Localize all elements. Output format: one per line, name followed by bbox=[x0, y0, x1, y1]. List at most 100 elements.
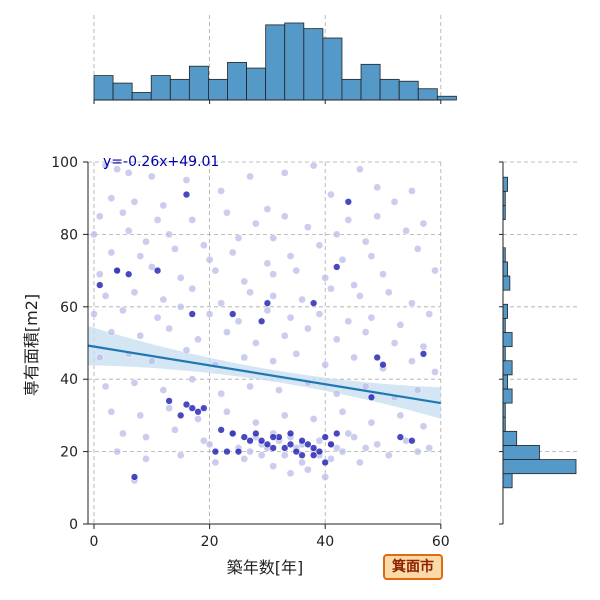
top-hist-bar bbox=[322, 37, 343, 101]
scatter-point bbox=[431, 266, 439, 275]
scatter-point bbox=[165, 324, 173, 333]
scatter-point bbox=[367, 252, 376, 260]
scatter-point bbox=[234, 234, 243, 242]
scatter-point bbox=[101, 292, 110, 300]
scatter-point bbox=[327, 454, 335, 463]
y-tick-label: 20 bbox=[60, 445, 78, 461]
y-tick-label: 100 bbox=[51, 155, 78, 171]
scatter-point bbox=[396, 411, 405, 420]
scatter-point bbox=[419, 342, 428, 351]
scatter-point bbox=[361, 328, 370, 336]
scatter-point bbox=[315, 436, 324, 445]
scatter-point bbox=[182, 346, 191, 355]
scatter-point bbox=[309, 444, 318, 452]
scatter-point bbox=[408, 299, 416, 308]
y-tick-label: 0 bbox=[69, 517, 78, 533]
scatter-point bbox=[263, 205, 272, 213]
scatter-point bbox=[130, 473, 139, 481]
scatter-point bbox=[257, 451, 266, 460]
scatter-point bbox=[194, 415, 202, 423]
scatter-point bbox=[217, 187, 226, 195]
scatter-point bbox=[280, 212, 289, 221]
scatter-point bbox=[95, 212, 104, 221]
right-hist-bar bbox=[502, 360, 513, 376]
scatter-point bbox=[384, 451, 393, 460]
scatter-point bbox=[240, 454, 249, 463]
scatter-point bbox=[147, 357, 156, 365]
scatter-point bbox=[350, 353, 358, 362]
scatter-point bbox=[200, 404, 208, 412]
scatter-point bbox=[107, 194, 116, 203]
scatter-point bbox=[298, 458, 306, 467]
right-hist-bar bbox=[502, 332, 513, 348]
scatter-point bbox=[304, 223, 312, 232]
scatter-point bbox=[367, 393, 376, 401]
scatter-point bbox=[240, 433, 248, 441]
right-hist-bar bbox=[502, 388, 513, 404]
scatter-point bbox=[332, 335, 341, 344]
top-hist-bar bbox=[93, 75, 114, 101]
scatter-point bbox=[246, 447, 254, 456]
scatter-point bbox=[373, 353, 381, 362]
scatter-point bbox=[304, 440, 312, 449]
scatter-point bbox=[309, 161, 318, 170]
scatter-point bbox=[396, 433, 404, 441]
scatter-point bbox=[119, 208, 127, 217]
scatter-point bbox=[419, 422, 428, 431]
scatter-point bbox=[142, 454, 150, 463]
x-tick-label: 20 bbox=[201, 534, 219, 550]
scatter-point bbox=[176, 302, 185, 311]
scatter-point bbox=[119, 429, 127, 438]
x-axis-label: 築年数[年] bbox=[227, 558, 304, 577]
scatter-point bbox=[333, 429, 341, 438]
right-hist-bar bbox=[502, 445, 540, 460]
scatter-point bbox=[344, 216, 353, 224]
scatter-point bbox=[280, 169, 289, 177]
scatter-point bbox=[332, 230, 341, 239]
scatter-point bbox=[147, 172, 156, 181]
scatter-point bbox=[188, 375, 197, 384]
scatter-point bbox=[321, 458, 329, 467]
scatter-point bbox=[125, 270, 133, 278]
scatter-point bbox=[101, 382, 110, 391]
scatter-point bbox=[356, 165, 364, 174]
scatter-point bbox=[309, 451, 318, 459]
scatter-point bbox=[367, 418, 376, 427]
scatter-point bbox=[356, 292, 364, 300]
scatter-point bbox=[269, 433, 277, 441]
scatter-point bbox=[147, 263, 156, 271]
scatter-point bbox=[373, 183, 382, 192]
scatter-point bbox=[107, 328, 116, 336]
scatter-point bbox=[356, 458, 364, 467]
scatter-point bbox=[384, 288, 393, 297]
scatter-point bbox=[95, 353, 104, 362]
scatter-point bbox=[327, 190, 335, 199]
scatter-point bbox=[124, 169, 133, 177]
scatter-point bbox=[251, 418, 260, 427]
scatter-point bbox=[142, 237, 150, 246]
y-tick-label: 60 bbox=[60, 300, 78, 316]
scatter-point bbox=[188, 216, 197, 224]
scatter-point bbox=[136, 411, 145, 420]
top-hist-bar bbox=[169, 78, 190, 101]
scatter-point bbox=[286, 440, 295, 449]
scatter-point bbox=[361, 382, 370, 391]
top-hist-bar bbox=[341, 78, 362, 101]
top-hist-bar bbox=[303, 28, 324, 101]
scatter-point bbox=[136, 331, 145, 340]
scatter-point bbox=[257, 317, 266, 325]
scatter-point bbox=[338, 407, 347, 416]
scatter-point bbox=[188, 310, 196, 318]
scatter-point bbox=[205, 440, 214, 449]
scatter-point bbox=[240, 277, 249, 286]
scatter-point bbox=[269, 444, 277, 452]
right-hist-bar bbox=[502, 374, 508, 390]
scatter-point bbox=[309, 415, 318, 423]
scatter-point bbox=[246, 382, 254, 391]
right-marginal-histogram bbox=[499, 161, 577, 525]
scatter-point bbox=[344, 429, 353, 438]
scatter-point bbox=[361, 444, 370, 452]
scatter-point bbox=[338, 255, 347, 264]
scatter-point bbox=[217, 426, 225, 434]
